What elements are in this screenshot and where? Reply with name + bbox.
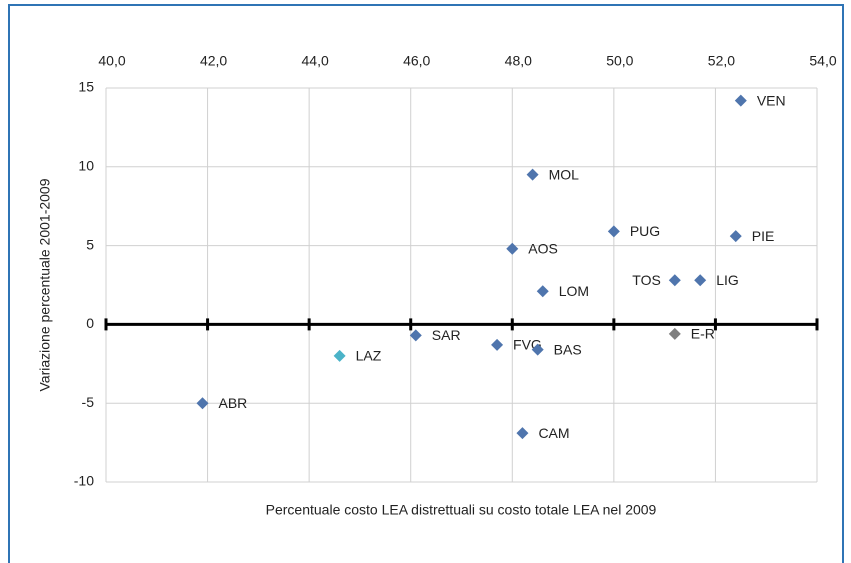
- point-label: ABR: [218, 395, 247, 411]
- point-label: LOM: [559, 283, 589, 299]
- point: [536, 285, 549, 298]
- y-tick-label: 5: [86, 236, 94, 252]
- x-tick-label: 54,0: [809, 53, 836, 69]
- x-tick-label: 42,0: [200, 53, 227, 69]
- point-label: SAR: [432, 327, 461, 343]
- point: [668, 327, 681, 340]
- point: [729, 230, 742, 243]
- y-axis-title: Variazione percentuale 2001-2009: [37, 178, 53, 391]
- point: [196, 397, 209, 410]
- x-axis-title: Percentuale costo LEA distrettuali su co…: [266, 502, 657, 518]
- x-tick-label: 52,0: [708, 53, 735, 69]
- y-tick-label: -10: [74, 473, 94, 489]
- point-label: MOL: [549, 166, 580, 182]
- x-tick-label: 40,0: [98, 53, 125, 69]
- point: [668, 274, 681, 287]
- point-label: VEN: [757, 92, 786, 108]
- point-label: BAS: [554, 341, 582, 357]
- y-tick-label: 10: [78, 158, 94, 174]
- point: [491, 338, 504, 351]
- x-tick-label: 46,0: [403, 53, 430, 69]
- point: [531, 343, 544, 356]
- point-label: AOS: [528, 240, 558, 256]
- point-label: LAZ: [356, 348, 382, 364]
- point: [333, 349, 346, 362]
- point: [607, 225, 620, 238]
- point: [506, 242, 519, 255]
- x-tick-label: 44,0: [302, 53, 329, 69]
- x-tick-label: 48,0: [505, 53, 532, 69]
- x-tick-label: 50,0: [606, 53, 633, 69]
- point-label: E-R: [691, 326, 715, 342]
- point-label: CAM: [538, 425, 569, 441]
- y-tick-label: -5: [82, 394, 95, 410]
- point: [734, 94, 747, 107]
- point: [409, 329, 422, 342]
- point-label: TOS: [632, 272, 661, 288]
- point-label: LIG: [716, 272, 739, 288]
- y-tick-label: 15: [78, 79, 94, 95]
- frame: [8, 4, 844, 563]
- point-label: PUG: [630, 223, 660, 239]
- y-tick-label: 0: [86, 315, 94, 331]
- point: [526, 168, 539, 181]
- point-label: PIE: [752, 228, 775, 244]
- point: [516, 427, 529, 440]
- point: [694, 274, 707, 287]
